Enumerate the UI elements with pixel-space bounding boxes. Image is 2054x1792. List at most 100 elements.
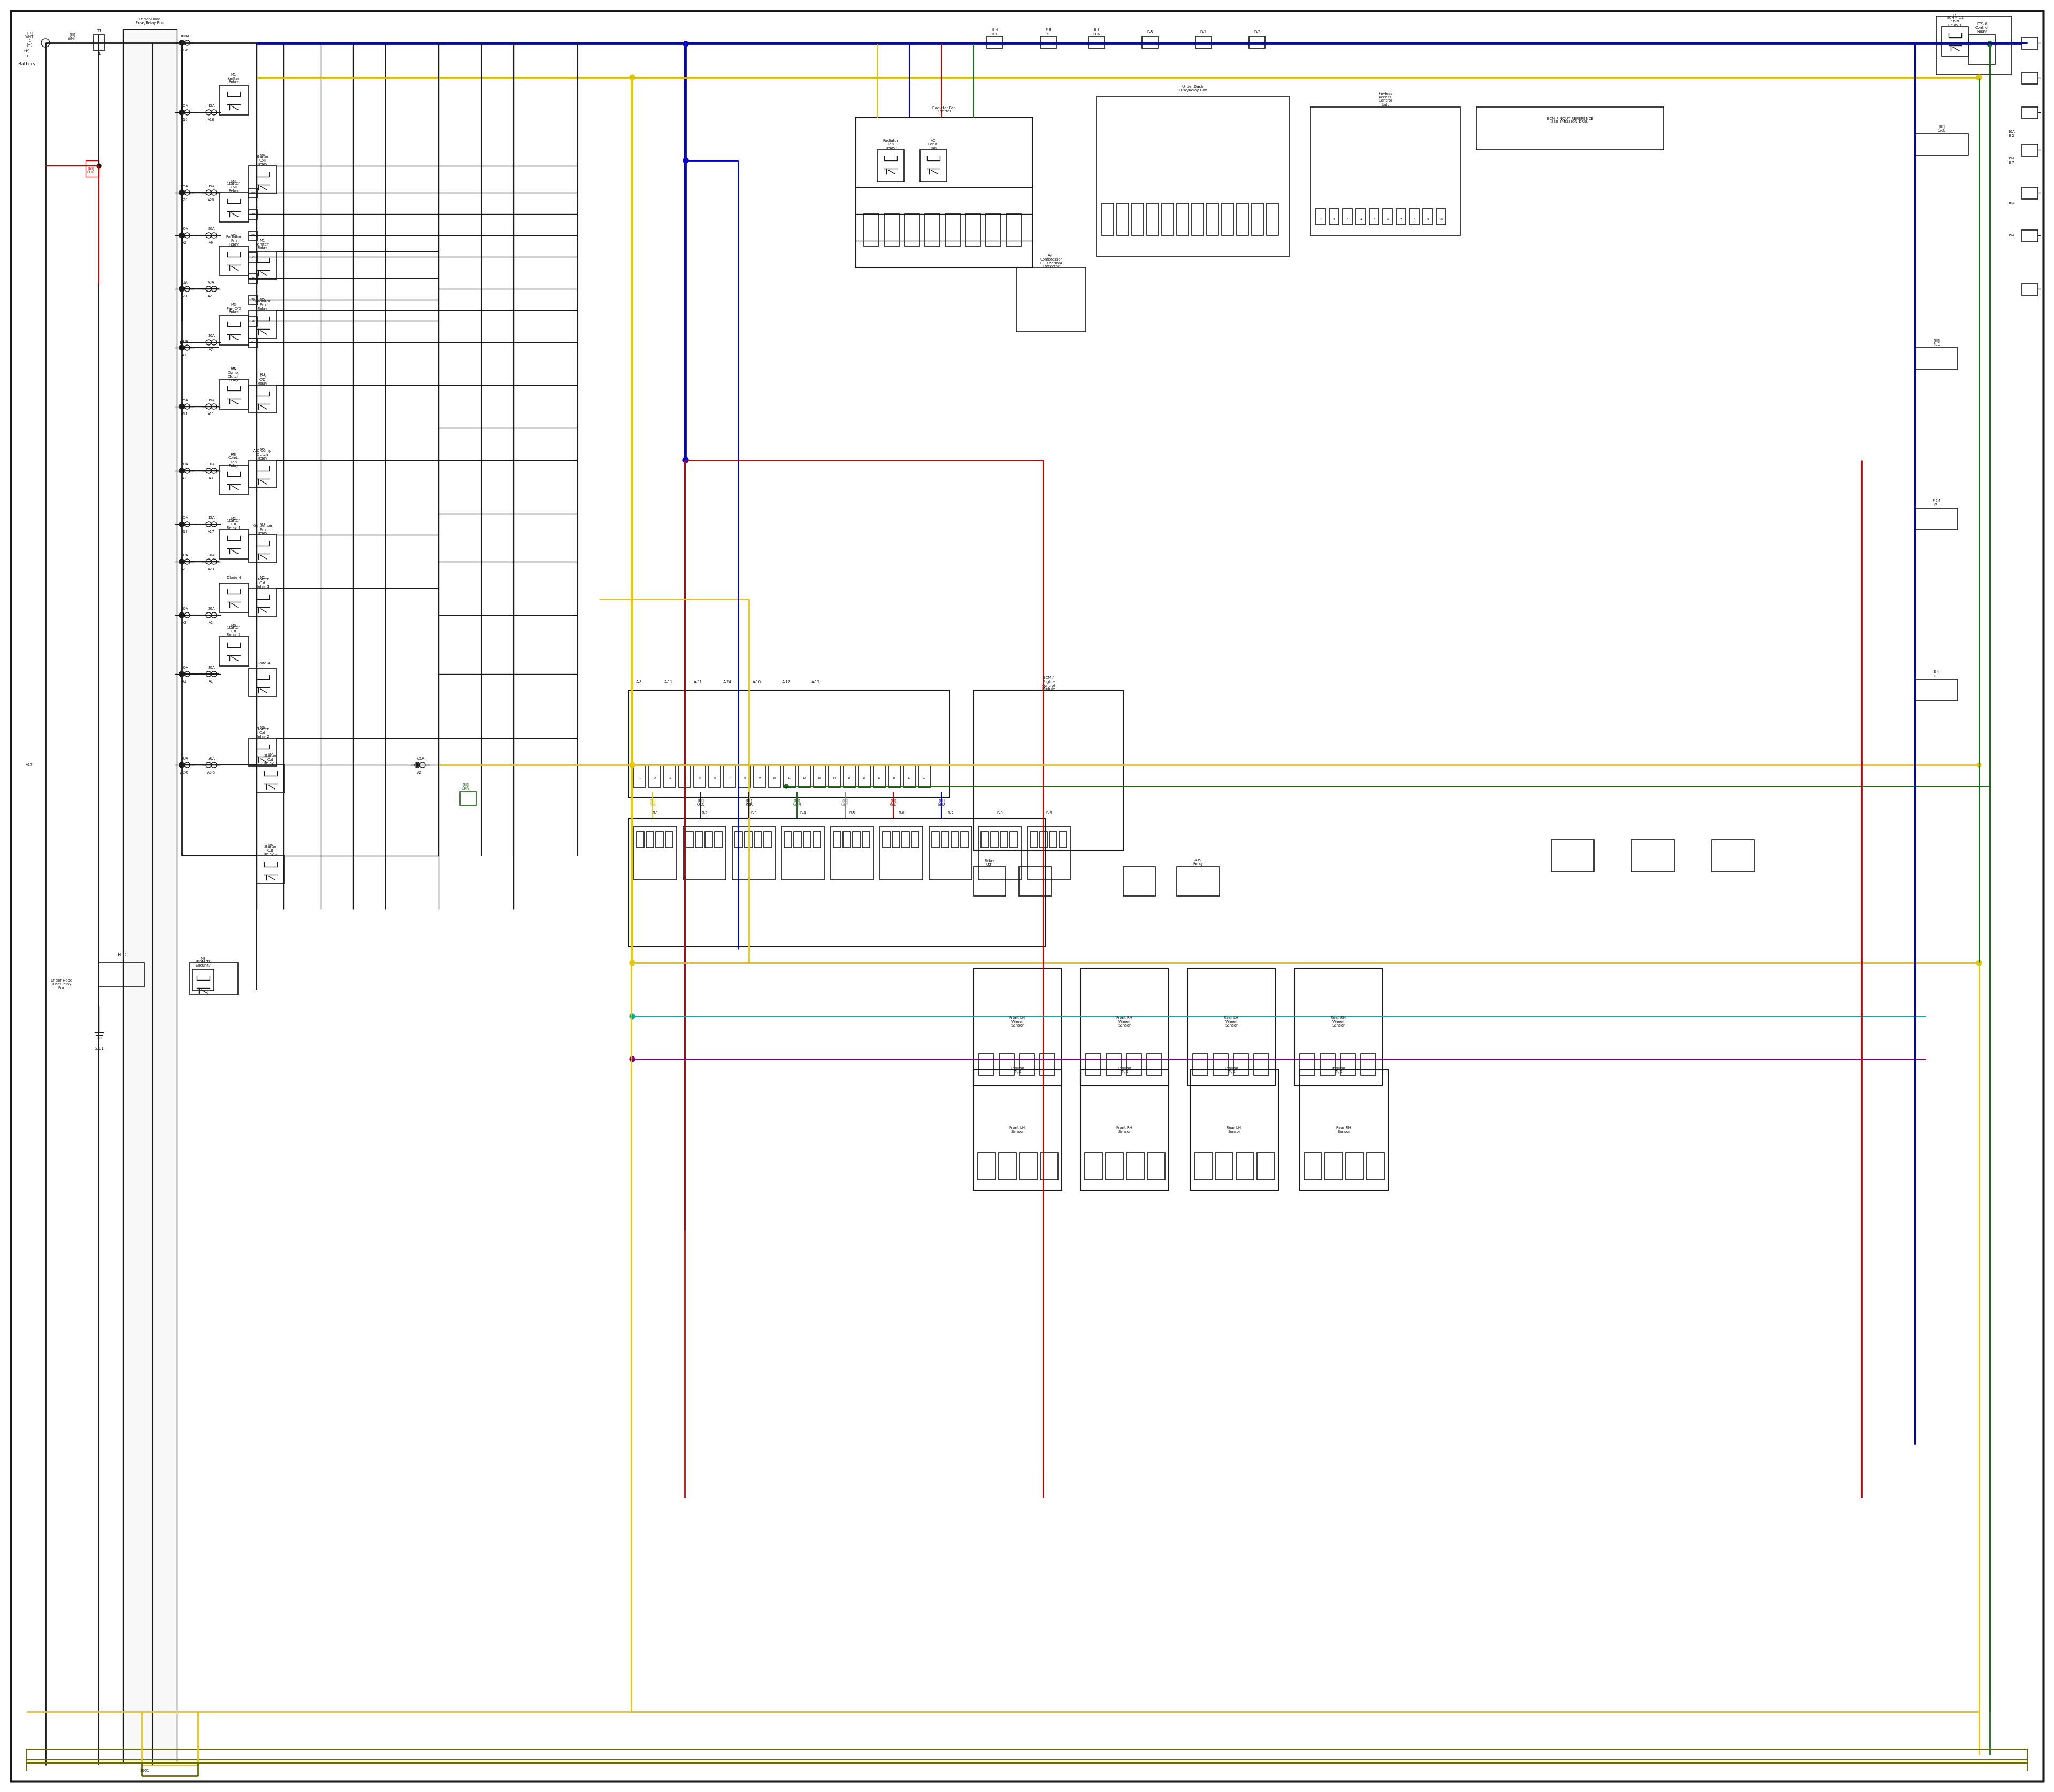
Text: B-7: B-7 bbox=[947, 812, 953, 815]
Bar bbox=[1345, 1152, 1364, 1179]
Text: 30A: 30A bbox=[181, 462, 189, 466]
Bar bbox=[1041, 36, 1056, 48]
Bar bbox=[249, 188, 257, 197]
Bar bbox=[904, 213, 920, 246]
Bar bbox=[1257, 1152, 1276, 1179]
Text: M6: M6 bbox=[267, 844, 273, 848]
Text: 54: 54 bbox=[251, 340, 255, 344]
Bar bbox=[1436, 208, 1446, 224]
Text: A20: A20 bbox=[207, 199, 216, 202]
Bar bbox=[1397, 208, 1405, 224]
Text: 40A: 40A bbox=[181, 281, 189, 285]
Bar bbox=[1267, 202, 1278, 235]
Text: Parking
Plug: Parking Plug bbox=[1117, 1066, 1132, 1073]
Text: Parking
Plug: Parking Plug bbox=[1224, 1066, 1239, 1073]
Text: A16: A16 bbox=[181, 118, 189, 122]
Bar bbox=[1341, 1054, 1356, 1075]
Bar bbox=[686, 831, 694, 848]
Text: 15A: 15A bbox=[207, 185, 216, 188]
Text: A16: A16 bbox=[207, 118, 216, 122]
Circle shape bbox=[181, 192, 183, 194]
Text: Rear LH
Sensor: Rear LH Sensor bbox=[1226, 1127, 1241, 1133]
Circle shape bbox=[97, 163, 101, 168]
Circle shape bbox=[181, 405, 183, 409]
Circle shape bbox=[181, 523, 183, 525]
Bar bbox=[1214, 1054, 1228, 1075]
Bar bbox=[1087, 1054, 1101, 1075]
Text: ETS-6
Control
Relay: ETS-6 Control Relay bbox=[1976, 23, 1988, 34]
Text: E-4
TEL: E-4 TEL bbox=[1933, 670, 1939, 677]
Bar bbox=[1237, 202, 1249, 235]
Text: A2: A2 bbox=[210, 622, 214, 624]
Bar bbox=[1132, 202, 1144, 235]
Bar bbox=[998, 1054, 1015, 1075]
Text: Rear RH
Wheel
Sensor: Rear RH Wheel Sensor bbox=[1331, 1016, 1345, 1027]
Bar bbox=[852, 831, 861, 848]
Text: A11: A11 bbox=[207, 412, 216, 416]
Bar bbox=[1060, 831, 1066, 848]
Bar bbox=[723, 765, 735, 787]
Bar bbox=[1370, 208, 1378, 224]
Bar bbox=[828, 765, 840, 787]
Bar bbox=[1187, 968, 1276, 1086]
Text: (+): (+) bbox=[25, 48, 31, 52]
Bar bbox=[1142, 36, 1158, 48]
Bar bbox=[249, 385, 277, 412]
Text: 70: 70 bbox=[251, 297, 255, 301]
Bar bbox=[684, 826, 725, 880]
Bar bbox=[918, 765, 930, 787]
Text: B-5: B-5 bbox=[848, 812, 854, 815]
Text: Starter
Cut
Relay 2: Starter Cut Relay 2 bbox=[263, 846, 277, 857]
Circle shape bbox=[631, 1014, 635, 1020]
Text: A-24: A-24 bbox=[723, 681, 731, 683]
Circle shape bbox=[684, 158, 688, 163]
Bar bbox=[1253, 1054, 1269, 1075]
Bar bbox=[754, 765, 766, 787]
Bar bbox=[249, 339, 257, 348]
Bar bbox=[1329, 208, 1339, 224]
Text: 1: 1 bbox=[99, 52, 101, 56]
Circle shape bbox=[684, 41, 688, 47]
Bar bbox=[2021, 38, 2038, 48]
Circle shape bbox=[631, 961, 635, 966]
Bar bbox=[785, 831, 791, 848]
Bar bbox=[1097, 97, 1290, 256]
Circle shape bbox=[631, 763, 635, 767]
Text: A3: A3 bbox=[210, 477, 214, 480]
Bar bbox=[1019, 867, 1052, 896]
Bar bbox=[764, 831, 772, 848]
Circle shape bbox=[181, 287, 183, 290]
Bar bbox=[813, 831, 820, 848]
Text: 39: 39 bbox=[251, 213, 255, 215]
Text: A1: A1 bbox=[210, 679, 214, 683]
Text: ECM PINOUT REFERENCE
SEE EMISSION DRG.: ECM PINOUT REFERENCE SEE EMISSION DRG. bbox=[1547, 116, 1594, 124]
Text: [EJ]
YEL: [EJ] YEL bbox=[649, 799, 655, 806]
Text: 11: 11 bbox=[789, 778, 791, 780]
Bar bbox=[951, 831, 959, 848]
Text: 20A: 20A bbox=[207, 607, 216, 611]
Text: Diode 4: Diode 4 bbox=[255, 661, 269, 665]
Text: Starter
Cut
Relay 1: Starter Cut Relay 1 bbox=[263, 754, 277, 765]
Text: Parking
Plug: Parking Plug bbox=[1011, 1066, 1025, 1073]
Bar bbox=[655, 831, 663, 848]
Bar bbox=[2021, 145, 2038, 156]
Bar bbox=[1356, 208, 1366, 224]
Bar bbox=[974, 1070, 1062, 1190]
Bar bbox=[980, 1054, 994, 1075]
Bar bbox=[941, 831, 949, 848]
Bar bbox=[460, 792, 477, 805]
Text: Starter
Cut
Relay 1: Starter Cut Relay 1 bbox=[257, 577, 269, 588]
Bar bbox=[961, 831, 967, 848]
Text: B-1: B-1 bbox=[651, 812, 659, 815]
Text: A17: A17 bbox=[181, 530, 189, 534]
Bar bbox=[1193, 1054, 1208, 1075]
Bar bbox=[637, 831, 645, 848]
Circle shape bbox=[181, 613, 185, 616]
Bar bbox=[1027, 826, 1070, 880]
Bar bbox=[647, 831, 653, 848]
Text: M3: M3 bbox=[230, 303, 236, 306]
Bar bbox=[889, 765, 900, 787]
Bar bbox=[965, 213, 980, 246]
Bar bbox=[986, 213, 1000, 246]
Bar bbox=[974, 968, 1062, 1086]
